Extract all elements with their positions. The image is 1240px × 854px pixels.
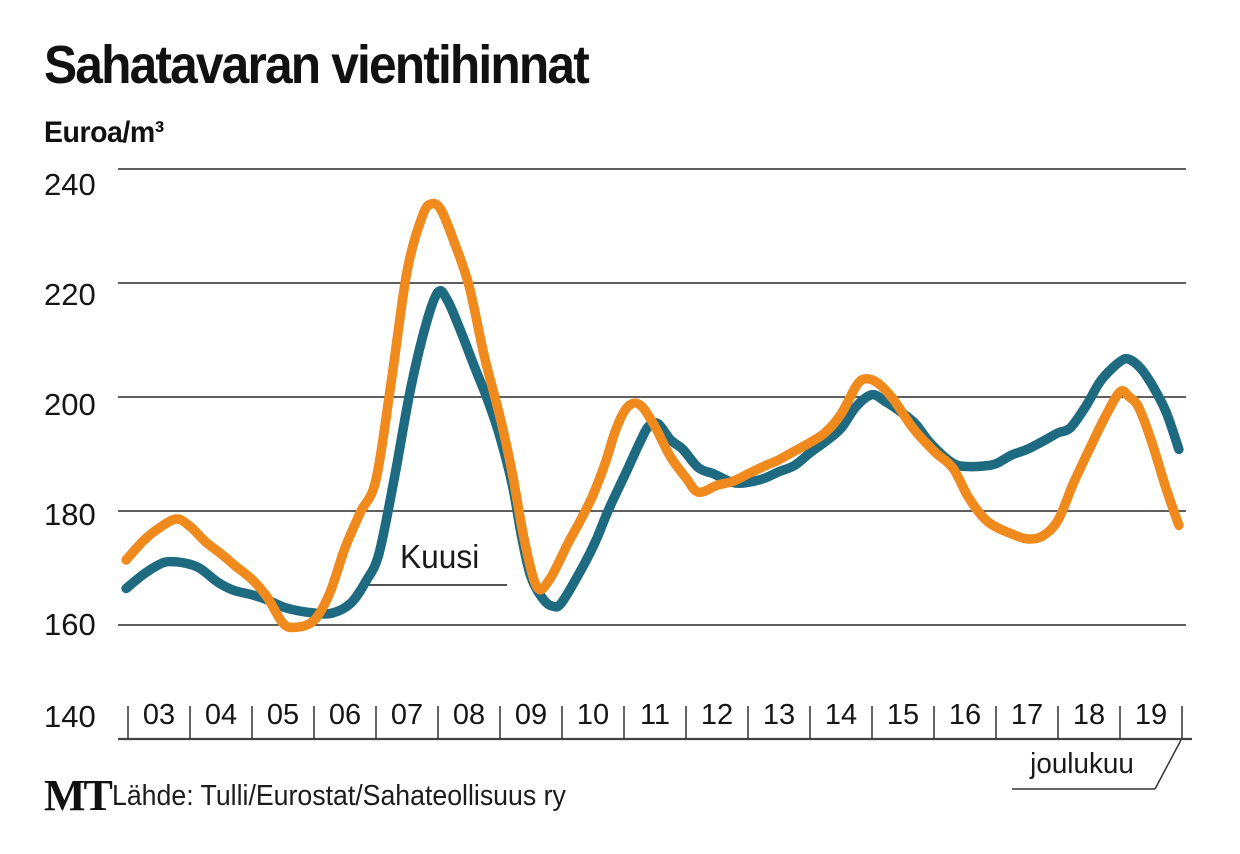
x-axis-label: 13 [762, 699, 796, 731]
y-axis-label: 180 [44, 497, 96, 532]
series-orange-line [121, 198, 1184, 633]
x-axis-label: 16 [948, 699, 982, 731]
mt-logo: MT [44, 771, 113, 820]
x-axis-label: 06 [328, 699, 362, 731]
x-axis-label: 03 [142, 699, 176, 731]
y-axis-label: 200 [44, 387, 96, 422]
page-title: Sahatavaran vientihinnat [44, 35, 590, 95]
y-axis-label: 240 [44, 167, 96, 202]
x-axis-label: 15 [886, 699, 920, 731]
y-axis-label: 140 [44, 699, 96, 734]
x-axis-label: 11 [639, 699, 671, 731]
x-axis-label: 12 [700, 699, 734, 731]
series-kuusi-line [121, 286, 1184, 619]
x-axis-label: 05 [266, 699, 300, 731]
series-annotation-kuusi: Kuusi [400, 538, 480, 575]
x-axis-label: 04 [204, 699, 238, 731]
axis-break-slash [1154, 739, 1182, 790]
x-axis-label: 09 [514, 699, 548, 731]
x-axis-label: 18 [1072, 699, 1106, 731]
x-axis-label: 14 [824, 699, 858, 731]
x-axis-label: 17 [1010, 699, 1044, 731]
x-axis-label: 07 [390, 699, 424, 731]
x-axis-label: 19 [1134, 699, 1168, 731]
x-axis-end-note: joulukuu [1030, 748, 1134, 780]
source-credit: Lähde: Tulli/Eurostat/Sahateollisuus ry [112, 780, 566, 812]
x-axis-label: 10 [576, 699, 610, 731]
x-axis-label: 08 [452, 699, 486, 731]
y-axis-unit-label: Euroa/m³ [44, 116, 164, 149]
y-axis-label: 160 [44, 607, 96, 642]
y-axis-label: 220 [44, 277, 96, 312]
